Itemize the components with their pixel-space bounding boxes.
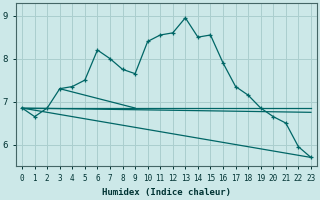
X-axis label: Humidex (Indice chaleur): Humidex (Indice chaleur) — [102, 188, 231, 197]
